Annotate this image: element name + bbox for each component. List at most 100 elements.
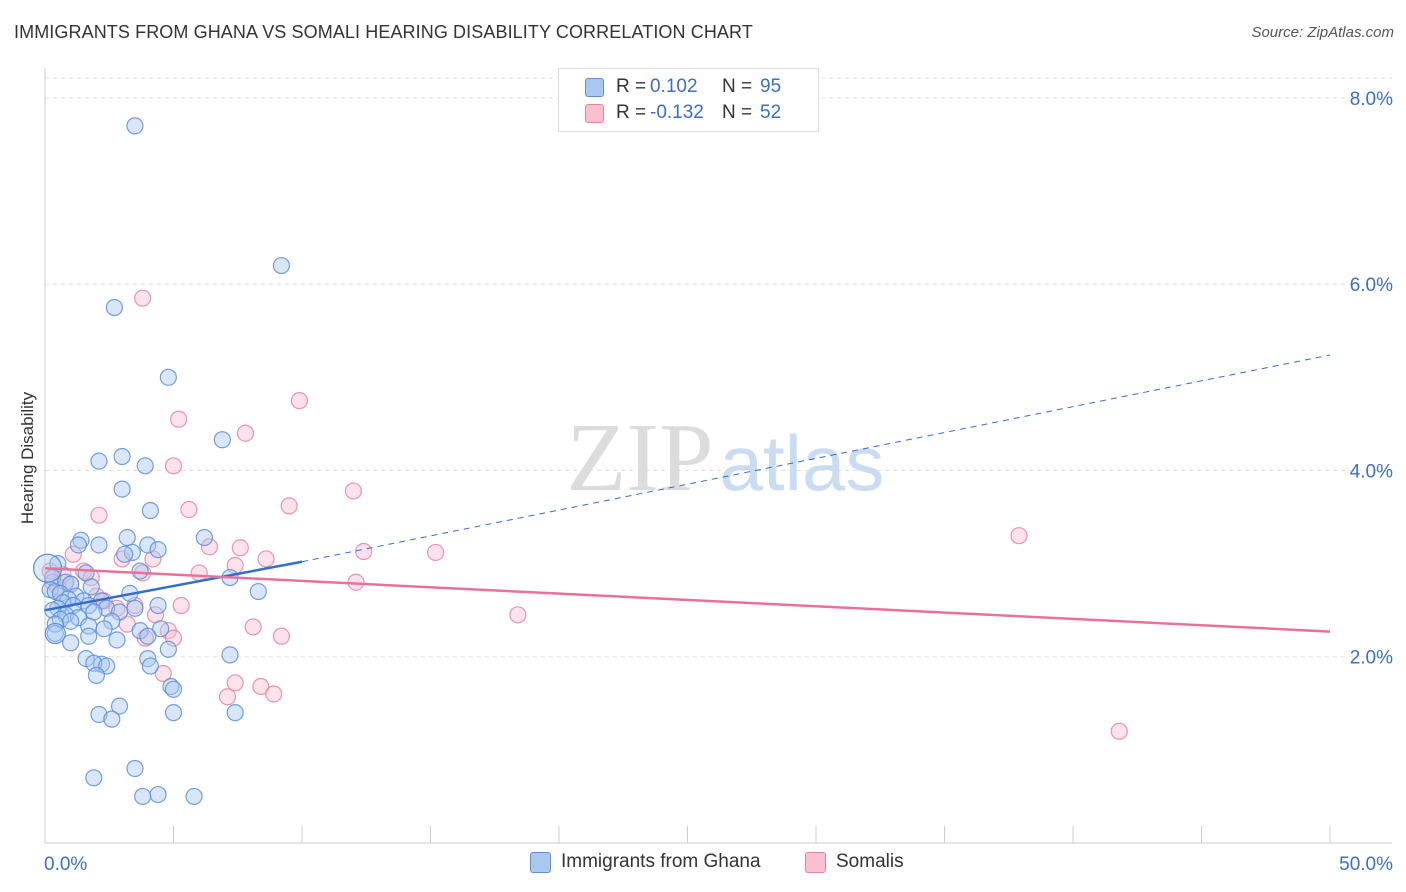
ghana-point xyxy=(46,624,64,643)
somali-points xyxy=(41,289,1128,740)
ghana-point xyxy=(85,769,103,787)
ghana-trend-dashed xyxy=(301,354,1331,563)
tick-labels: 2.0% 4.0% 6.0% 8.0% 0.0% 50.0% xyxy=(44,89,1393,875)
ghana-point xyxy=(126,759,144,778)
r-label: R = xyxy=(616,102,647,123)
ghana-trend-line xyxy=(44,560,303,612)
watermark-atlas: atlas xyxy=(720,419,885,507)
ghana-point xyxy=(159,368,177,386)
ghana-point xyxy=(62,612,80,630)
r-value: -0.132 xyxy=(650,102,704,123)
somali-point xyxy=(344,482,362,500)
ghana-point xyxy=(149,541,167,559)
ghana-swatch xyxy=(530,851,551,873)
ghana-point xyxy=(185,787,203,806)
somali-point xyxy=(257,550,275,568)
somali-point xyxy=(355,542,373,561)
watermark: ZIP atlas xyxy=(567,404,885,512)
ghana-point xyxy=(226,704,244,722)
somali-point xyxy=(226,674,244,692)
r-label: R = xyxy=(616,76,647,97)
somali-point xyxy=(200,538,219,556)
ghana-point xyxy=(113,447,131,466)
ghana-point xyxy=(272,256,291,275)
n-value: 95 xyxy=(760,76,782,97)
somali-point xyxy=(134,289,152,307)
somali-trend-line xyxy=(44,567,1331,633)
ghana-point xyxy=(46,615,64,633)
somali-point xyxy=(236,424,255,442)
ghana-point xyxy=(141,657,159,675)
y-tick-label: 4.0% xyxy=(1350,461,1393,482)
chart-title: IMMIGRANTS FROM GHANA VS SOMALI HEARING … xyxy=(14,22,753,42)
somali-point xyxy=(113,550,131,568)
ghana-point xyxy=(87,666,106,684)
somali-point xyxy=(170,410,188,428)
watermark-zip: ZIP xyxy=(567,404,714,512)
legend-label-ghana: Immigrants from Ghana xyxy=(561,851,761,872)
ghana-point xyxy=(105,298,123,317)
legend-item-ghana[interactable]: Immigrants from Ghana xyxy=(530,851,761,873)
ghana-point xyxy=(149,596,167,615)
ghana-point xyxy=(72,531,90,549)
ghana-point xyxy=(195,528,213,547)
somali-point xyxy=(272,627,291,645)
grid-lines xyxy=(45,77,1392,658)
somali-point xyxy=(509,606,527,624)
y-tick-label: 6.0% xyxy=(1350,275,1393,296)
ghana-point xyxy=(90,536,108,554)
legend-label-somali: Somalis xyxy=(836,851,904,872)
series-legend: Immigrants from Ghana Somalis xyxy=(0,851,1406,877)
x-tick-label-min: 0.0% xyxy=(44,854,87,875)
somali-point xyxy=(90,506,108,524)
source-credit: Source: ZipAtlas.com xyxy=(1251,24,1394,41)
ghana-point xyxy=(90,705,108,724)
somali-point xyxy=(1110,722,1128,740)
ghana-point xyxy=(44,622,66,645)
ghana-point xyxy=(149,785,167,804)
ghana-point xyxy=(110,697,129,715)
correlation-legend: R = 0.102 N = 95 R = -0.132 N = 52 xyxy=(558,68,819,132)
ghana-point xyxy=(164,704,183,722)
ghana-point xyxy=(141,501,159,520)
ghana-point xyxy=(126,599,144,617)
somali-point xyxy=(265,685,283,703)
axes xyxy=(44,68,1392,844)
y-tick-label: 8.0% xyxy=(1350,89,1393,110)
somali-swatch xyxy=(805,851,826,873)
somali-point xyxy=(218,688,237,706)
ghana-swatch xyxy=(585,77,604,97)
ghana-point xyxy=(95,620,113,638)
ghana-point xyxy=(103,710,121,728)
ghana-point xyxy=(126,117,144,135)
ghana-point xyxy=(221,646,239,664)
ghana-point xyxy=(113,480,131,498)
somali-point xyxy=(244,618,262,636)
somali-point xyxy=(1010,527,1028,545)
legend-row-ghana: R = 0.102 N = 95 xyxy=(585,74,781,100)
somali-point xyxy=(290,392,309,410)
ghana-point xyxy=(82,578,100,596)
somali-point xyxy=(180,500,198,519)
y-tick-label: 2.0% xyxy=(1350,648,1393,669)
n-label: N = xyxy=(722,76,753,97)
trend-lines xyxy=(44,354,1331,633)
ghana-point xyxy=(134,787,152,806)
ghana-point xyxy=(98,599,116,617)
somali-point xyxy=(190,564,208,582)
ghana-point xyxy=(152,620,170,638)
ghana-point xyxy=(213,431,231,449)
ghana-point xyxy=(90,452,108,470)
ghana-point xyxy=(62,634,80,652)
ghana-point xyxy=(116,545,134,563)
n-label: N = xyxy=(722,102,753,123)
somali-point xyxy=(427,543,445,562)
ghana-point xyxy=(108,631,126,649)
somali-point xyxy=(231,539,249,557)
x-tick-label-max: 50.0% xyxy=(1339,854,1393,875)
somali-point xyxy=(172,596,190,615)
legend-item-somali[interactable]: Somalis xyxy=(805,851,904,873)
r-value: 0.102 xyxy=(650,76,698,97)
ghana-point xyxy=(159,640,177,658)
